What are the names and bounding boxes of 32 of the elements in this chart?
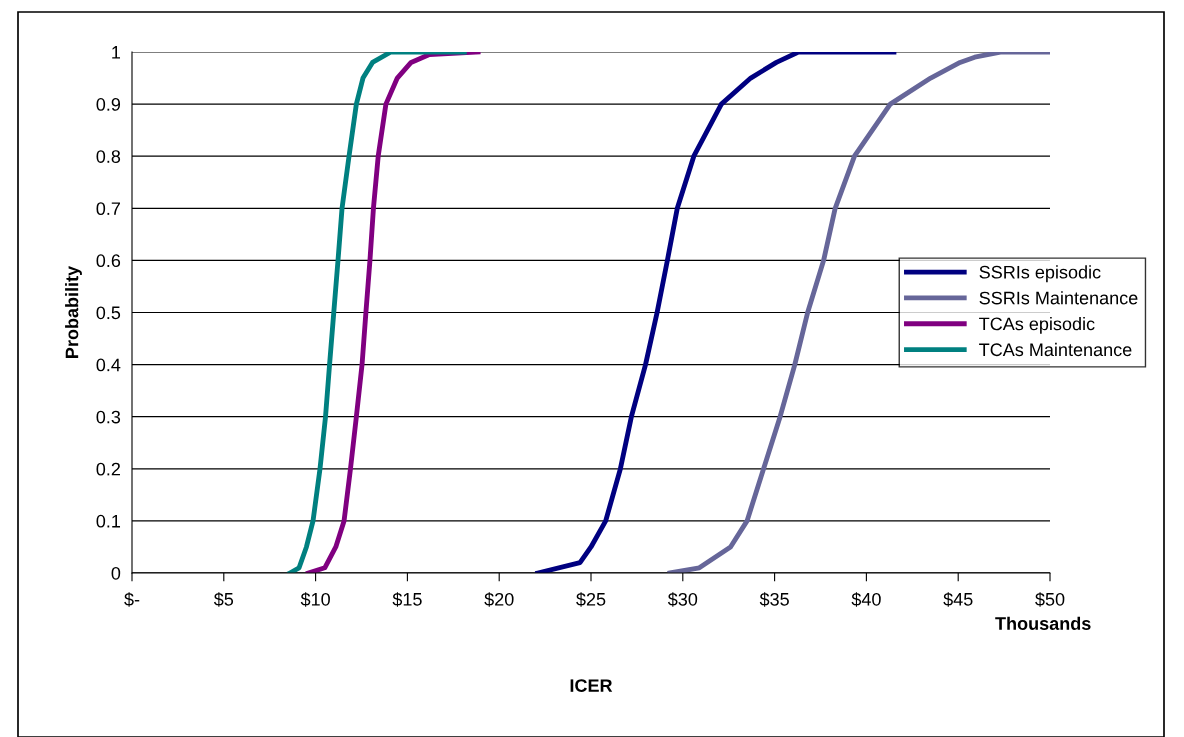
y-tick-label: 0.3 [96, 410, 121, 424]
x-tick-label: $20 [484, 592, 514, 607]
line-series [535, 52, 897, 573]
line-series [305, 52, 481, 573]
x-tick-label: $45 [943, 592, 973, 607]
y-tick-label: 0.8 [96, 150, 121, 163]
x-tick-label: $5 [213, 592, 234, 607]
line-series [287, 52, 467, 573]
x-axis-title: ICER [570, 679, 613, 692]
y-tick-label: 0 [111, 566, 121, 580]
legend-label: SSRIs Maintenance [979, 291, 1138, 305]
legend-label: TCAs episodic [979, 317, 1095, 334]
y-tick-label: 0.6 [96, 254, 121, 268]
y-tick-label: 0.4 [96, 358, 121, 372]
legend-label: SSRIs episodic [979, 265, 1101, 283]
x-tick-label: $25 [576, 592, 606, 607]
x-tick-label: $10 [300, 592, 330, 607]
y-tick-label: 1 [112, 46, 121, 59]
x-tick-label: $40 [851, 592, 881, 607]
y-tick-label: 0.5 [96, 306, 121, 320]
y-tick-label: 0.2 [96, 462, 120, 476]
text: Thousands [995, 616, 1091, 630]
legend-label: TCAs Maintenance [979, 342, 1132, 357]
x-tick-label: $15 [392, 592, 422, 607]
y-tick-label: 0.7 [96, 202, 120, 216]
x-tick-label: $50 [1035, 592, 1065, 607]
x-tick-label: $35 [759, 592, 789, 607]
y-tick-label: 0.9 [96, 98, 121, 111]
x-tick-label: $- [124, 592, 140, 607]
y-axis-title: Probability [65, 265, 82, 358]
y-tick-label: 0.1 [96, 514, 121, 528]
x-tick-label: $30 [667, 592, 698, 607]
